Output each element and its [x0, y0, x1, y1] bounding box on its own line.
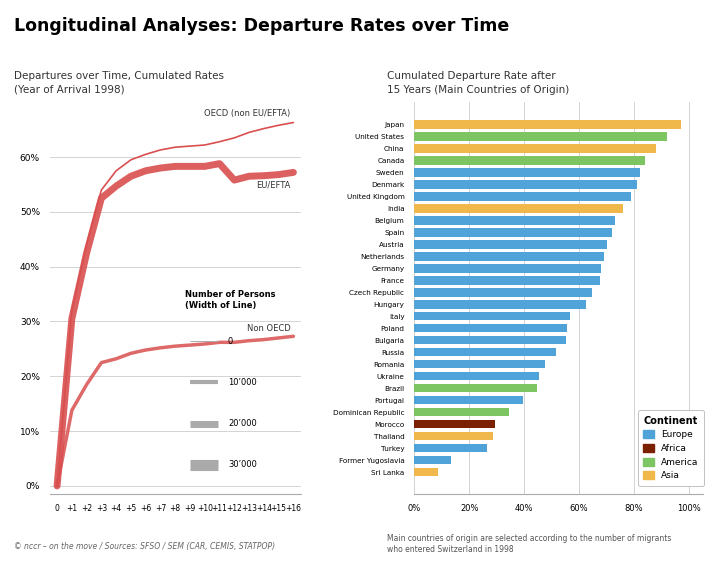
- Text: Cumulated Departure Rate after
15 Years (Main Countries of Origin): Cumulated Departure Rate after 15 Years …: [387, 71, 569, 95]
- Bar: [414, 300, 586, 308]
- Bar: [414, 192, 631, 201]
- Bar: [414, 408, 509, 416]
- Bar: [414, 120, 681, 129]
- Bar: [414, 204, 623, 212]
- Bar: [414, 384, 537, 392]
- Text: OECD (non EU/EFTA): OECD (non EU/EFTA): [204, 109, 290, 118]
- Text: Longitudinal Analyses: Departure Rates over Time: Longitudinal Analyses: Departure Rates o…: [14, 17, 510, 35]
- Bar: [414, 444, 487, 452]
- Text: 20’000: 20’000: [228, 419, 257, 428]
- Bar: [414, 264, 601, 273]
- Bar: [414, 132, 667, 141]
- Text: Number of Persons
(Width of Line): Number of Persons (Width of Line): [185, 290, 275, 310]
- Bar: [414, 288, 591, 296]
- Bar: [414, 180, 637, 189]
- Bar: [414, 432, 493, 440]
- Text: Non OECD: Non OECD: [246, 324, 290, 333]
- Bar: [414, 396, 523, 404]
- Bar: [414, 348, 556, 357]
- Text: 10’000: 10’000: [228, 378, 257, 387]
- Bar: [414, 336, 567, 344]
- Text: Main countries of origin are selected according to the number of migrants
who en: Main countries of origin are selected ac…: [387, 534, 672, 554]
- Bar: [414, 360, 545, 369]
- Bar: [414, 420, 496, 428]
- Bar: [414, 312, 569, 320]
- Bar: [414, 240, 606, 249]
- Bar: [414, 252, 604, 261]
- Bar: [414, 156, 645, 165]
- Text: © nccr – on the move / Sources: SFSO / SEM (CAR, CEMIS, STATPOP): © nccr – on the move / Sources: SFSO / S…: [14, 542, 275, 551]
- Text: EU/EFTA: EU/EFTA: [256, 181, 290, 190]
- Legend: Europe, Africa, America, Asia: Europe, Africa, America, Asia: [638, 410, 704, 486]
- Bar: [414, 456, 452, 465]
- Bar: [414, 144, 656, 153]
- Text: Departures over Time, Cumulated Rates
(Year of Arrival 1998): Departures over Time, Cumulated Rates (Y…: [14, 71, 224, 95]
- Bar: [414, 216, 615, 224]
- Bar: [414, 228, 612, 237]
- Bar: [414, 168, 640, 177]
- Text: 0: 0: [228, 337, 233, 346]
- Bar: [414, 372, 540, 381]
- Bar: [414, 324, 567, 332]
- Bar: [414, 276, 600, 285]
- Bar: [414, 467, 437, 477]
- Text: 30’000: 30’000: [228, 460, 257, 469]
